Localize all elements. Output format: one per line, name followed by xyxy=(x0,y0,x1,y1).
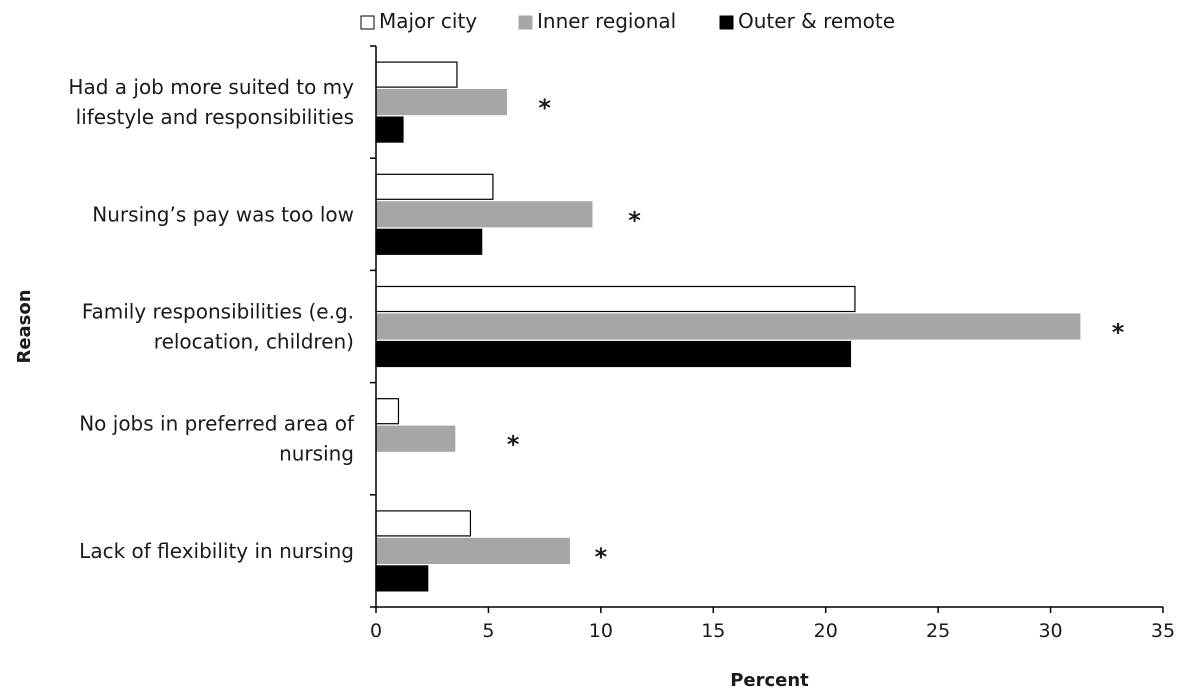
significance-marker-4: * xyxy=(595,543,608,571)
x-tick-label-5: 25 xyxy=(926,620,950,642)
bar-inner-regional-1 xyxy=(375,201,593,228)
x-axis-title: Percent xyxy=(730,670,809,691)
category-label-0-0: Had a job more suited to my xyxy=(68,75,354,99)
bar-outer-remote-4 xyxy=(375,565,429,592)
category-label-3-0: No jobs in preferred area of xyxy=(79,412,355,436)
category-label-2-1: relocation, children) xyxy=(154,330,354,354)
bar-outer-remote-0 xyxy=(375,116,404,143)
bar-major-city-3 xyxy=(375,398,400,425)
category-label-2-0: Family responsibilities (e.g. xyxy=(82,300,354,324)
bar-outer-remote-1 xyxy=(375,228,483,255)
bar-inner-regional-0 xyxy=(375,88,508,116)
x-tick-label-6: 30 xyxy=(1038,620,1062,642)
significance-marker-1: * xyxy=(628,206,641,234)
bar-inner-regional-4 xyxy=(375,537,570,565)
legend-label-1: Inner regional xyxy=(537,9,676,33)
category-label-0-1: lifestyle and responsibilities xyxy=(76,105,354,129)
x-tick-label-4: 20 xyxy=(814,620,838,642)
bar-inner-regional-2 xyxy=(375,313,1081,340)
significance-marker-0: * xyxy=(538,94,551,122)
x-tick-label-3: 15 xyxy=(701,620,725,642)
x-tick-label-1: 5 xyxy=(482,620,494,642)
bar-major-city-1 xyxy=(375,173,494,200)
bar-major-city-0 xyxy=(375,61,458,88)
bar-major-city-4 xyxy=(375,510,472,537)
legend-label-0: Major city xyxy=(379,9,477,33)
legend-swatch-0 xyxy=(360,15,375,30)
bar-major-city-2 xyxy=(375,285,856,313)
x-tick-label-7: 35 xyxy=(1151,620,1175,642)
bar-inner-regional-3 xyxy=(375,425,456,452)
category-label-3-1: nursing xyxy=(279,442,354,466)
category-label-4-0: Lack of flexibility in nursing xyxy=(79,539,354,563)
x-tick-label-2: 10 xyxy=(589,620,613,642)
significance-marker-2: * xyxy=(1112,319,1125,347)
x-tick-label-0: 0 xyxy=(370,620,382,642)
bar-outer-remote-2 xyxy=(375,340,852,368)
legend-swatch-1 xyxy=(518,15,533,30)
category-label-1-0: Nursing’s pay was too low xyxy=(92,202,354,226)
legend-label-2: Outer & remote xyxy=(738,9,895,33)
significance-marker-3: * xyxy=(507,431,520,459)
legend-swatch-2 xyxy=(719,15,734,30)
y-axis-title: Reason xyxy=(14,289,35,363)
